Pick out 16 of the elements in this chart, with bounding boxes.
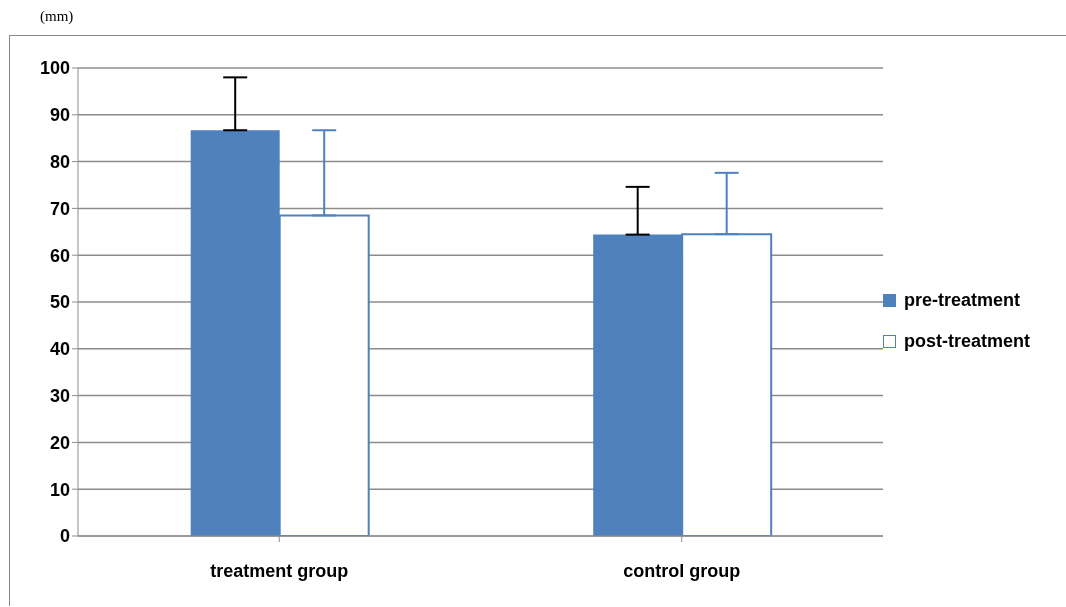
y-tick-label: 0 [59,526,70,547]
y-tick-label: 40 [49,339,70,360]
y-tick-label: 100 [39,58,70,79]
y-tick-label: 50 [49,292,70,313]
legend-label: post-treatment [903,331,1030,352]
y-axis-title: (mm) [40,8,74,25]
y-tick-label: 30 [49,385,70,406]
y-tick-label: 70 [49,198,70,219]
x-tick-label: control group [623,560,741,581]
y-tick-label: 90 [49,105,70,126]
y-tick-label: 10 [49,479,70,500]
y-tick-label: 20 [49,432,70,453]
y-tick-label: 60 [49,245,70,266]
legend-label: pre-treatment [903,290,1021,311]
x-tick-label: treatment group [210,560,349,581]
y-tick-label: 80 [49,151,70,172]
